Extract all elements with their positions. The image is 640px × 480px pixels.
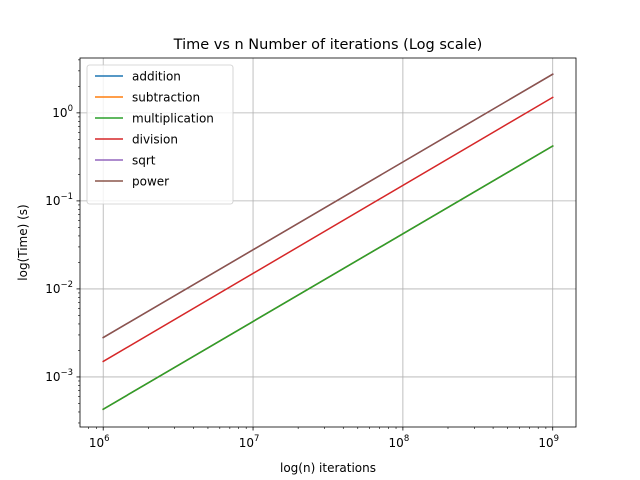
legend-label: subtraction [132,90,200,104]
x-tick-label: 109 [538,434,559,450]
axis-ticks: 106 107 108 109 10−3 10−2 10−1 100 [45,59,559,450]
y-tick-label: 10−2 [45,280,73,296]
x-axis-title: log(n) iterations [280,461,376,475]
x-tick-label: 108 [389,434,410,450]
series-line-multiplication [102,145,554,411]
x-tick-label: 106 [89,434,110,450]
legend-box [86,64,234,205]
x-tick-label: 107 [239,434,260,450]
series-line-division [102,96,554,363]
legend-label: multiplication [132,111,214,125]
legend-label: power [132,174,169,188]
chart-title: Time vs n Number of iterations (Log scal… [173,37,483,53]
legend: addition subtraction multiplication divisio… [86,64,234,205]
y-tick-label: 100 [52,104,73,120]
y-tick-label: 10−1 [45,192,73,208]
series-lines [102,73,554,411]
legend-label: division [132,132,178,146]
legend-label: sqrt [132,153,156,167]
y-tick-label: 10−3 [45,368,73,384]
series-line-power [102,73,554,339]
y-axis-title: log(Time) (s) [16,204,30,280]
legend-label: addition [132,69,181,83]
plot-frame [79,57,577,428]
